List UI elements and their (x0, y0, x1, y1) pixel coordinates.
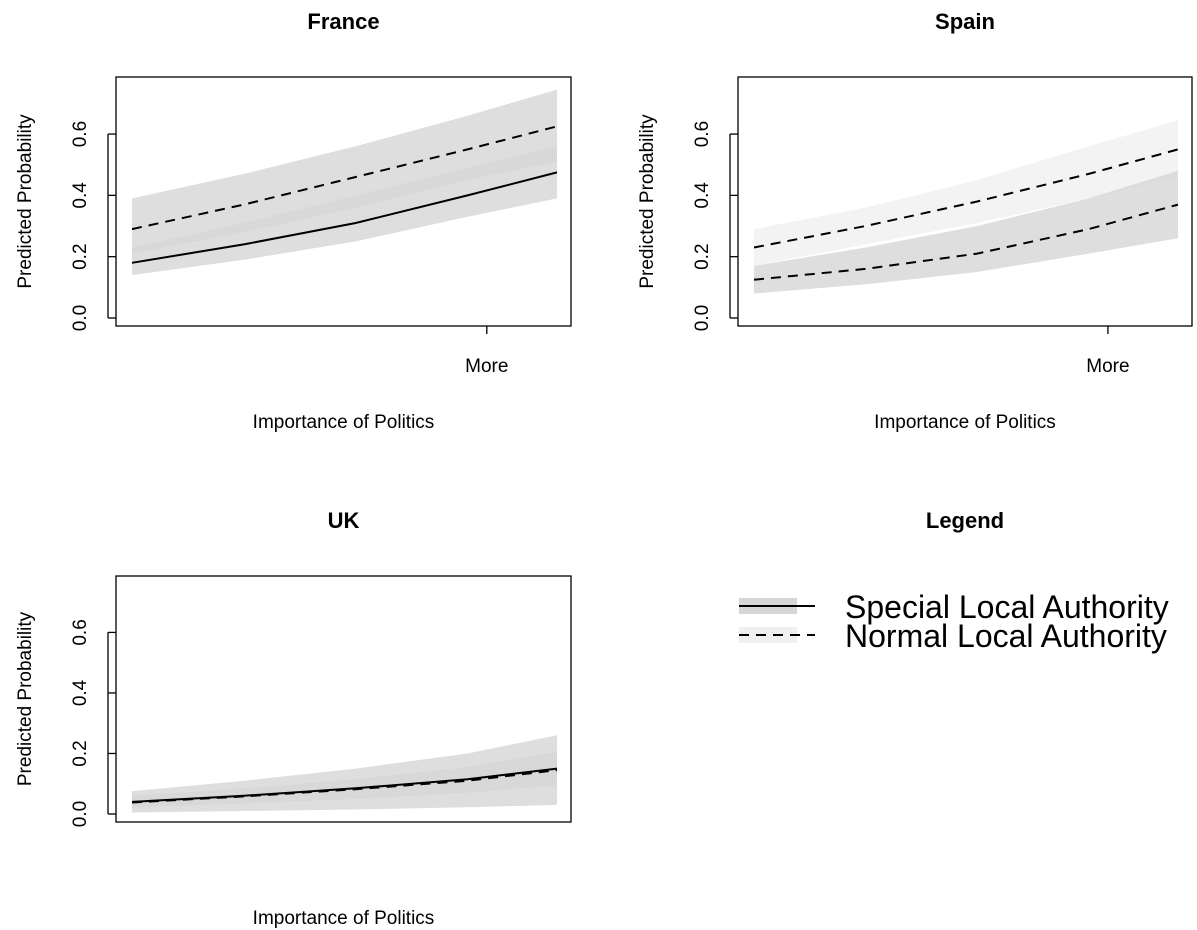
series-line (131, 769, 558, 804)
series-line (131, 125, 558, 231)
panel-uk: UK 0.0 0.2 0.4 0.6 Importance of Politics Pred… (15, 508, 572, 929)
panel-spain: Spain 0.0 0.2 0.4 0.6 More Importance of Polit… (637, 9, 1193, 433)
x-axis-label: Importance of Politics (253, 908, 435, 929)
legend-swatch (739, 627, 797, 643)
chart-title: Spain (935, 9, 995, 34)
series-line (753, 203, 1179, 281)
y-axis-label: Predicted Probability (15, 611, 36, 786)
confidence-band (132, 752, 557, 808)
confidence-band (754, 120, 1178, 266)
confidence-band (132, 89, 557, 254)
y-tick-label: 0.2 (70, 740, 91, 766)
confidence-band (754, 170, 1178, 294)
y-tick-label: 0.0 (70, 305, 91, 331)
y-axis-label: Predicted Probability (15, 114, 36, 289)
y-tick-label: 0.2 (70, 243, 91, 269)
x-axis-label: Importance of Politics (874, 412, 1056, 433)
y-tick-label: 0.6 (70, 121, 91, 147)
panel-france: France 0.0 0.2 0.4 0.6 More Importance of Poli… (15, 9, 572, 433)
chart-title: UK (328, 508, 360, 533)
y-tick-label: 0.6 (692, 121, 713, 147)
plot-frame (115, 575, 572, 823)
y-tick-label: 0.2 (692, 243, 713, 269)
plot-frame (115, 76, 572, 327)
y-tick-label: 0.4 (70, 679, 91, 706)
y-tick-label: 0.0 (70, 801, 91, 827)
y-tick-label: 0.4 (692, 182, 713, 209)
series-line (753, 148, 1179, 249)
x-tick-label: More (1086, 356, 1129, 377)
legend-label: Special Local Authority (845, 589, 1169, 625)
y-tick-label: 0.4 (70, 182, 91, 209)
legend-label: Normal Local Authority (845, 618, 1167, 654)
legend-title: Legend (926, 508, 1004, 533)
y-axis-label: Predicted Probability (637, 114, 658, 289)
x-tick-label: More (465, 356, 508, 377)
x-axis-label: Importance of Politics (253, 412, 435, 433)
plot-frame (737, 76, 1193, 327)
series-line (131, 171, 558, 264)
y-tick-label: 0.6 (70, 619, 91, 645)
chart-title: France (307, 9, 379, 34)
y-tick-label: 0.0 (692, 305, 713, 331)
